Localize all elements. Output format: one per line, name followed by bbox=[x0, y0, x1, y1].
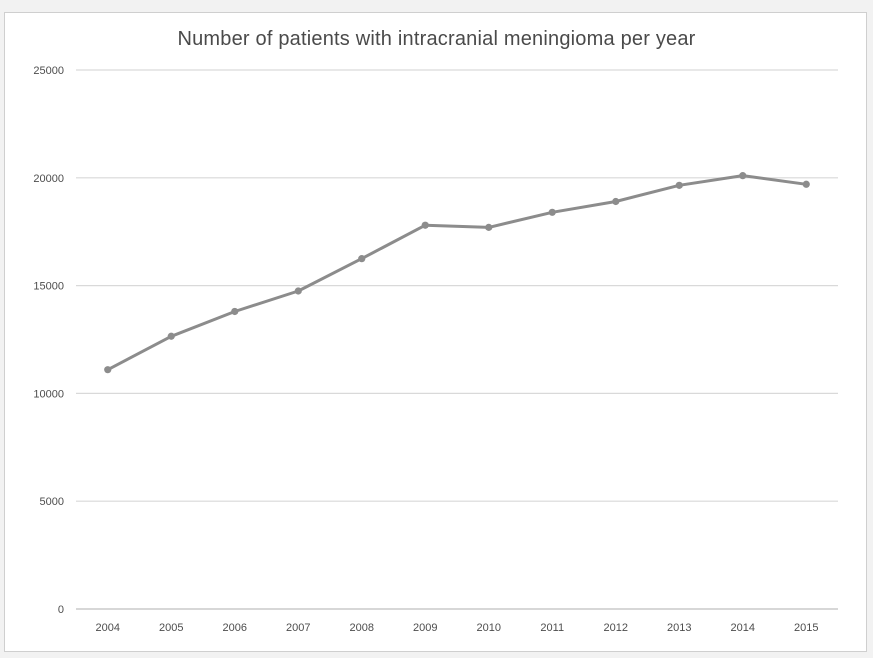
data-point bbox=[675, 181, 683, 189]
y-tick-label: 5000 bbox=[40, 496, 64, 508]
data-points bbox=[104, 172, 810, 374]
series-line-layer bbox=[106, 174, 808, 372]
x-tick-label: 2014 bbox=[731, 622, 755, 634]
x-tick-label: 2007 bbox=[286, 622, 310, 634]
data-point bbox=[104, 366, 112, 374]
data-point bbox=[167, 332, 175, 340]
x-tick-labels: 2004 2005 2006 2007 2008 2009 2010 2011 2012 2013… bbox=[96, 622, 819, 634]
y-tick-labels: 0 5000 10000 15000 20000 25000 bbox=[33, 65, 64, 616]
x-tick-label: 2006 bbox=[223, 622, 247, 634]
y-tick-label: 15000 bbox=[33, 281, 64, 293]
y-tick-label: 10000 bbox=[33, 388, 64, 400]
x-tick-label: 2004 bbox=[96, 622, 120, 634]
data-point bbox=[548, 208, 556, 216]
chart-title: Number of patients with intracranial men… bbox=[177, 28, 696, 50]
x-tick-label: 2015 bbox=[794, 622, 818, 634]
x-tick-label: 2013 bbox=[667, 622, 691, 634]
chart-frame bbox=[4, 12, 867, 652]
gridlines bbox=[76, 69, 838, 502]
y-tick-label: 25000 bbox=[33, 65, 64, 77]
data-point bbox=[421, 221, 429, 229]
data-point bbox=[739, 172, 747, 180]
data-point bbox=[612, 197, 620, 206]
x-tick-label: 2011 bbox=[540, 622, 564, 634]
data-point bbox=[802, 180, 810, 188]
data-point bbox=[485, 223, 493, 231]
data-point bbox=[294, 287, 302, 295]
x-tick-label: 2012 bbox=[604, 622, 628, 634]
data-point bbox=[231, 307, 239, 316]
x-tick-label: 2010 bbox=[477, 622, 501, 634]
y-tick-label: 20000 bbox=[33, 173, 64, 185]
x-tick-label: 2008 bbox=[350, 622, 374, 634]
y-tick-label: 0 bbox=[58, 604, 64, 616]
x-tick-label: 2005 bbox=[159, 622, 183, 634]
x-tick-label: 2009 bbox=[413, 622, 437, 634]
series-line bbox=[106, 174, 808, 372]
data-point bbox=[358, 255, 366, 263]
